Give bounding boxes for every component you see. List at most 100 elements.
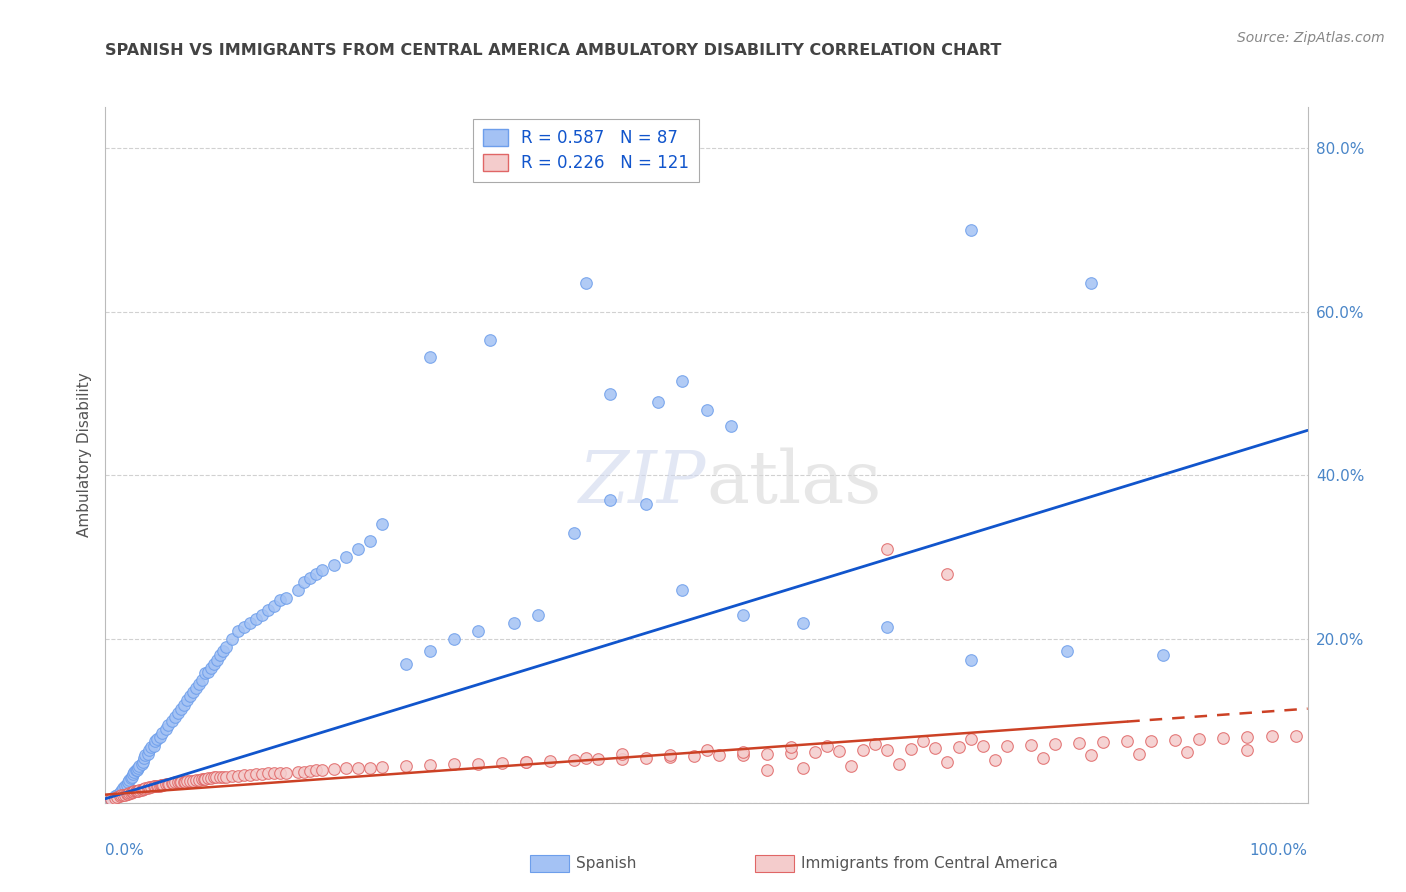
Point [1236, 731, 1258, 745]
Point [852, 743, 875, 757]
Point [181, 685, 204, 699]
Point [179, 773, 201, 788]
Point [335, 550, 357, 565]
Point [148, 779, 170, 793]
Point [359, 533, 381, 548]
Point [208, 648, 231, 663]
Point [443, 757, 465, 772]
Point [124, 763, 146, 777]
Point [1236, 742, 1258, 756]
Point [125, 783, 148, 797]
Point [612, 751, 634, 765]
Point [152, 778, 174, 792]
Point [1128, 747, 1150, 761]
Point [779, 746, 801, 760]
Point [108, 786, 131, 800]
Point [150, 778, 173, 792]
Point [165, 775, 187, 789]
Point [1284, 729, 1306, 743]
Text: Spanish: Spanish [576, 856, 637, 871]
Point [142, 739, 165, 753]
Point [138, 780, 160, 795]
Point [395, 759, 418, 773]
Point [491, 756, 513, 770]
Point [142, 780, 165, 794]
Point [127, 761, 149, 775]
Point [269, 765, 291, 780]
Point [110, 783, 132, 797]
Point [138, 742, 160, 756]
Point [160, 714, 183, 728]
Point [112, 780, 135, 795]
Point [659, 748, 682, 763]
Point [1032, 751, 1054, 765]
Point [335, 761, 357, 775]
Point [188, 772, 211, 787]
Point [194, 772, 217, 786]
Point [149, 778, 172, 792]
Point [232, 768, 254, 782]
Point [132, 781, 155, 796]
Point [239, 615, 262, 630]
Point [173, 774, 195, 789]
Point [263, 599, 285, 614]
Point [995, 739, 1018, 753]
Point [575, 276, 598, 290]
Point [298, 571, 321, 585]
Point [114, 780, 136, 794]
Point [984, 753, 1007, 767]
Point [371, 517, 394, 532]
Point [269, 592, 291, 607]
Point [828, 744, 851, 758]
Point [127, 783, 149, 797]
Point [156, 718, 179, 732]
Point [1080, 276, 1102, 290]
Point [132, 751, 155, 765]
Point [184, 681, 207, 696]
Point [876, 742, 898, 756]
Point [205, 771, 228, 785]
Point [165, 710, 187, 724]
Point [707, 748, 730, 763]
Point [157, 777, 180, 791]
Point [792, 615, 814, 630]
Point [122, 767, 145, 781]
Point [104, 789, 127, 804]
Point [117, 787, 139, 801]
Point [936, 566, 959, 581]
Point [876, 620, 898, 634]
Point [960, 223, 983, 237]
Point [960, 652, 983, 666]
Point [443, 632, 465, 646]
Text: Source: ZipAtlas.com: Source: ZipAtlas.com [1237, 31, 1385, 45]
Point [1175, 745, 1198, 759]
Point [156, 777, 179, 791]
Point [575, 751, 598, 765]
Point [359, 761, 381, 775]
Point [636, 751, 658, 765]
Point [188, 677, 211, 691]
Point [636, 497, 658, 511]
Point [1069, 736, 1091, 750]
Point [143, 780, 166, 794]
Point [562, 525, 585, 540]
Point [1188, 731, 1211, 746]
Point [1019, 738, 1042, 752]
Point [911, 734, 934, 748]
Point [143, 734, 166, 748]
Point [1080, 748, 1102, 763]
Point [124, 784, 146, 798]
Point [256, 766, 278, 780]
Point [112, 788, 135, 802]
Point [419, 350, 441, 364]
Point [731, 607, 754, 622]
Point [250, 607, 273, 622]
Point [755, 747, 778, 761]
Point [131, 756, 153, 771]
Point [150, 726, 173, 740]
Point [503, 615, 526, 630]
Point [212, 770, 235, 784]
Point [170, 701, 193, 715]
Point [184, 772, 207, 787]
Text: SPANISH VS IMMIGRANTS FROM CENTRAL AMERICA AMBULATORY DISABILITY CORRELATION CHA: SPANISH VS IMMIGRANTS FROM CENTRAL AMERI… [105, 43, 1002, 58]
